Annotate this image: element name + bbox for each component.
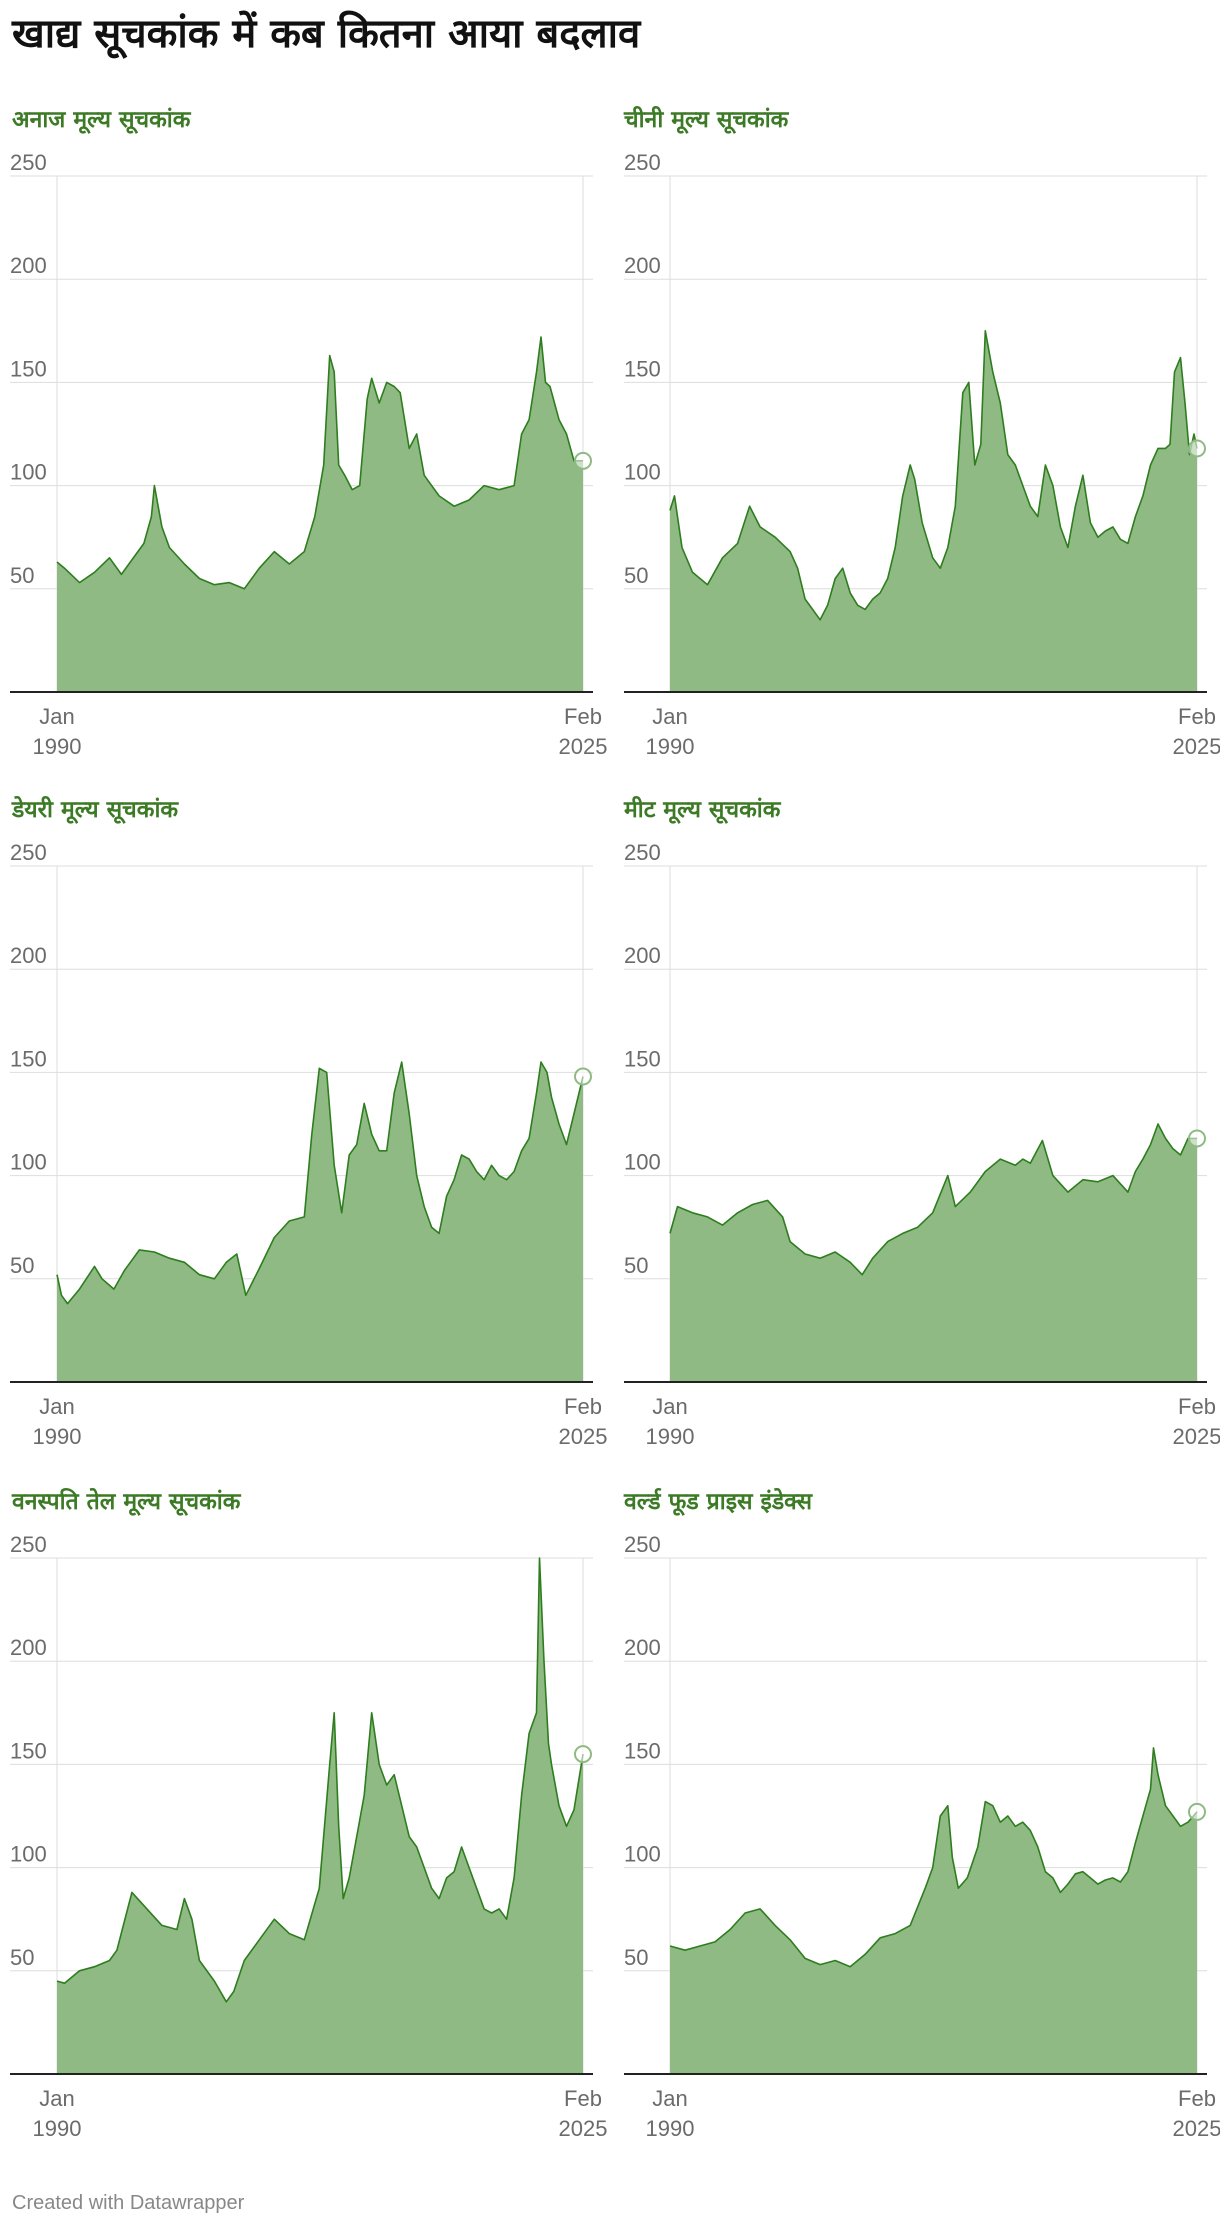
series-line [669,330,1198,621]
series-line [669,1123,1197,1276]
panel-dairy-price-index: डेयरी मूल्य सूचकांक 250 200 150 100 50 Jan 199… [0,790,607,1470]
x-tick-label-month: Feb [1178,704,1216,729]
y-tick-label: 150 [624,1738,661,1763]
x-tick-label-year: 2025 [559,734,608,759]
series-line [56,1557,584,2003]
y-tick-label: 200 [10,253,47,278]
series-area [670,330,1197,692]
series-area [57,1062,583,1382]
x-tick-label-month: Jan [39,704,74,729]
page-title: खाद्य सूचकांक में कब कितना आया बदलाव [12,11,641,57]
series-area [57,337,583,692]
y-tick-label: 200 [10,1635,47,1660]
chart-title: मीट मूल्य सूचकांक [624,797,781,823]
y-tick-label: 100 [624,460,661,485]
x-tick-label-year: 1990 [646,1424,695,1449]
panel-vegetable-oil-price-index: वनस्पति तेल मूल्य सूचकांक 250 200 150 100 50… [0,1482,607,2162]
y-tick-label: 150 [10,1046,47,1071]
x-tick-label-year: 1990 [33,734,82,759]
panel-meat-price-index: मीट मूल्य सूचकांक 250 200 150 100 50 Jan 1990 F… [610,790,1220,1470]
y-tick-label: 250 [10,150,47,175]
x-tick-label-year: 2025 [559,1424,608,1449]
chart-title: डेयरी मूल्य सूचकांक [12,797,179,823]
chart-area: 250 200 150 100 50 Jan 1990 Feb 2025 [624,150,1220,759]
y-tick-label: 150 [624,356,661,381]
series-area [670,1747,1197,2074]
series-line [56,336,583,590]
y-tick-label: 250 [10,840,47,865]
y-tick-label: 250 [624,840,661,865]
x-tick-label-year: 2025 [559,2116,608,2141]
end-point-marker [574,1745,592,1764]
y-tick-label: 100 [624,1842,661,1867]
end-point-marker [574,1067,592,1086]
x-tick-label-year: 1990 [646,2116,695,2141]
x-tick-label-month: Feb [564,2086,602,2111]
x-tick-label-year: 1990 [33,2116,82,2141]
x-tick-label-month: Feb [564,704,602,729]
x-tick-label-month: Jan [39,2086,74,2111]
footer-credit: Created with Datawrapper [12,2192,245,2214]
chart-title: वर्ल्ड फूड प्राइस इंडेक्स [624,1489,813,1515]
y-tick-label: 100 [10,1150,47,1175]
panel-world-food-price-index: वर्ल्ड फूड प्राइस इंडेक्स 250 200 150 100 50… [610,1482,1220,2162]
chart-area: 250 200 150 100 50 Jan 1990 Feb 2025 [624,1532,1220,2141]
y-tick-label: 200 [624,253,661,278]
x-tick-label-month: Jan [652,2086,687,2111]
end-point-marker [574,451,592,470]
y-tick-label: 200 [10,943,47,968]
y-tick-label: 50 [10,1253,34,1278]
y-tick-label: 200 [624,943,661,968]
y-tick-label: 100 [10,460,47,485]
chart-area: 250 200 150 100 50 Jan 1990 Feb 2025 [10,1532,607,2141]
y-tick-label: 50 [624,1253,648,1278]
series-line [669,1747,1198,1968]
y-tick-label: 250 [10,1532,47,1557]
y-tick-label: 50 [10,1945,34,1970]
series-area [670,1124,1197,1382]
chart-area: 250 200 150 100 50 Jan 1990 Feb 2025 [10,150,607,759]
x-tick-label-month: Feb [1178,2086,1216,2111]
y-tick-label: 100 [10,1842,47,1867]
y-tick-label: 150 [624,1046,661,1071]
x-tick-label-month: Feb [564,1394,602,1419]
y-tick-label: 50 [10,563,34,588]
panel-sugar-price-index: चीनी मूल्य सूचकांक 250 200 150 100 50 Jan 1990… [610,100,1220,780]
x-tick-label-year: 2025 [1173,2116,1220,2141]
x-tick-label-year: 1990 [33,1424,82,1449]
y-tick-label: 50 [624,1945,648,1970]
y-tick-label: 100 [624,1150,661,1175]
chart-area: 250 200 150 100 50 Jan 1990 Feb 2025 [10,840,607,1449]
x-tick-label-month: Jan [652,704,687,729]
y-tick-label: 200 [624,1635,661,1660]
x-tick-label-year: 1990 [646,734,695,759]
panel-cereal-price-index: अनाज मूल्य सूचकांक 250 200 150 100 50 Jan 1990… [0,100,607,780]
chart-title: अनाज मूल्य सूचकांक [12,107,191,133]
y-tick-label: 250 [624,1532,661,1557]
x-tick-label-month: Jan [652,1394,687,1419]
series-line [56,1061,584,1305]
series-area [57,1558,583,2074]
x-tick-label-year: 2025 [1173,734,1220,759]
y-tick-label: 150 [10,1738,47,1763]
y-tick-label: 50 [624,563,648,588]
end-point-marker [1188,1129,1206,1148]
x-tick-label-month: Jan [39,1394,74,1419]
end-point-marker [1188,1802,1206,1821]
chart-title: वनस्पति तेल मूल्य सूचकांक [12,1489,241,1515]
end-point-marker [1188,439,1206,458]
x-tick-label-year: 2025 [1173,1424,1220,1449]
chart-area: 250 200 150 100 50 Jan 1990 Feb 2025 [624,840,1220,1449]
y-tick-label: 250 [624,150,661,175]
chart-title: चीनी मूल्य सूचकांक [624,107,789,133]
y-tick-label: 150 [10,356,47,381]
x-tick-label-month: Feb [1178,1394,1216,1419]
